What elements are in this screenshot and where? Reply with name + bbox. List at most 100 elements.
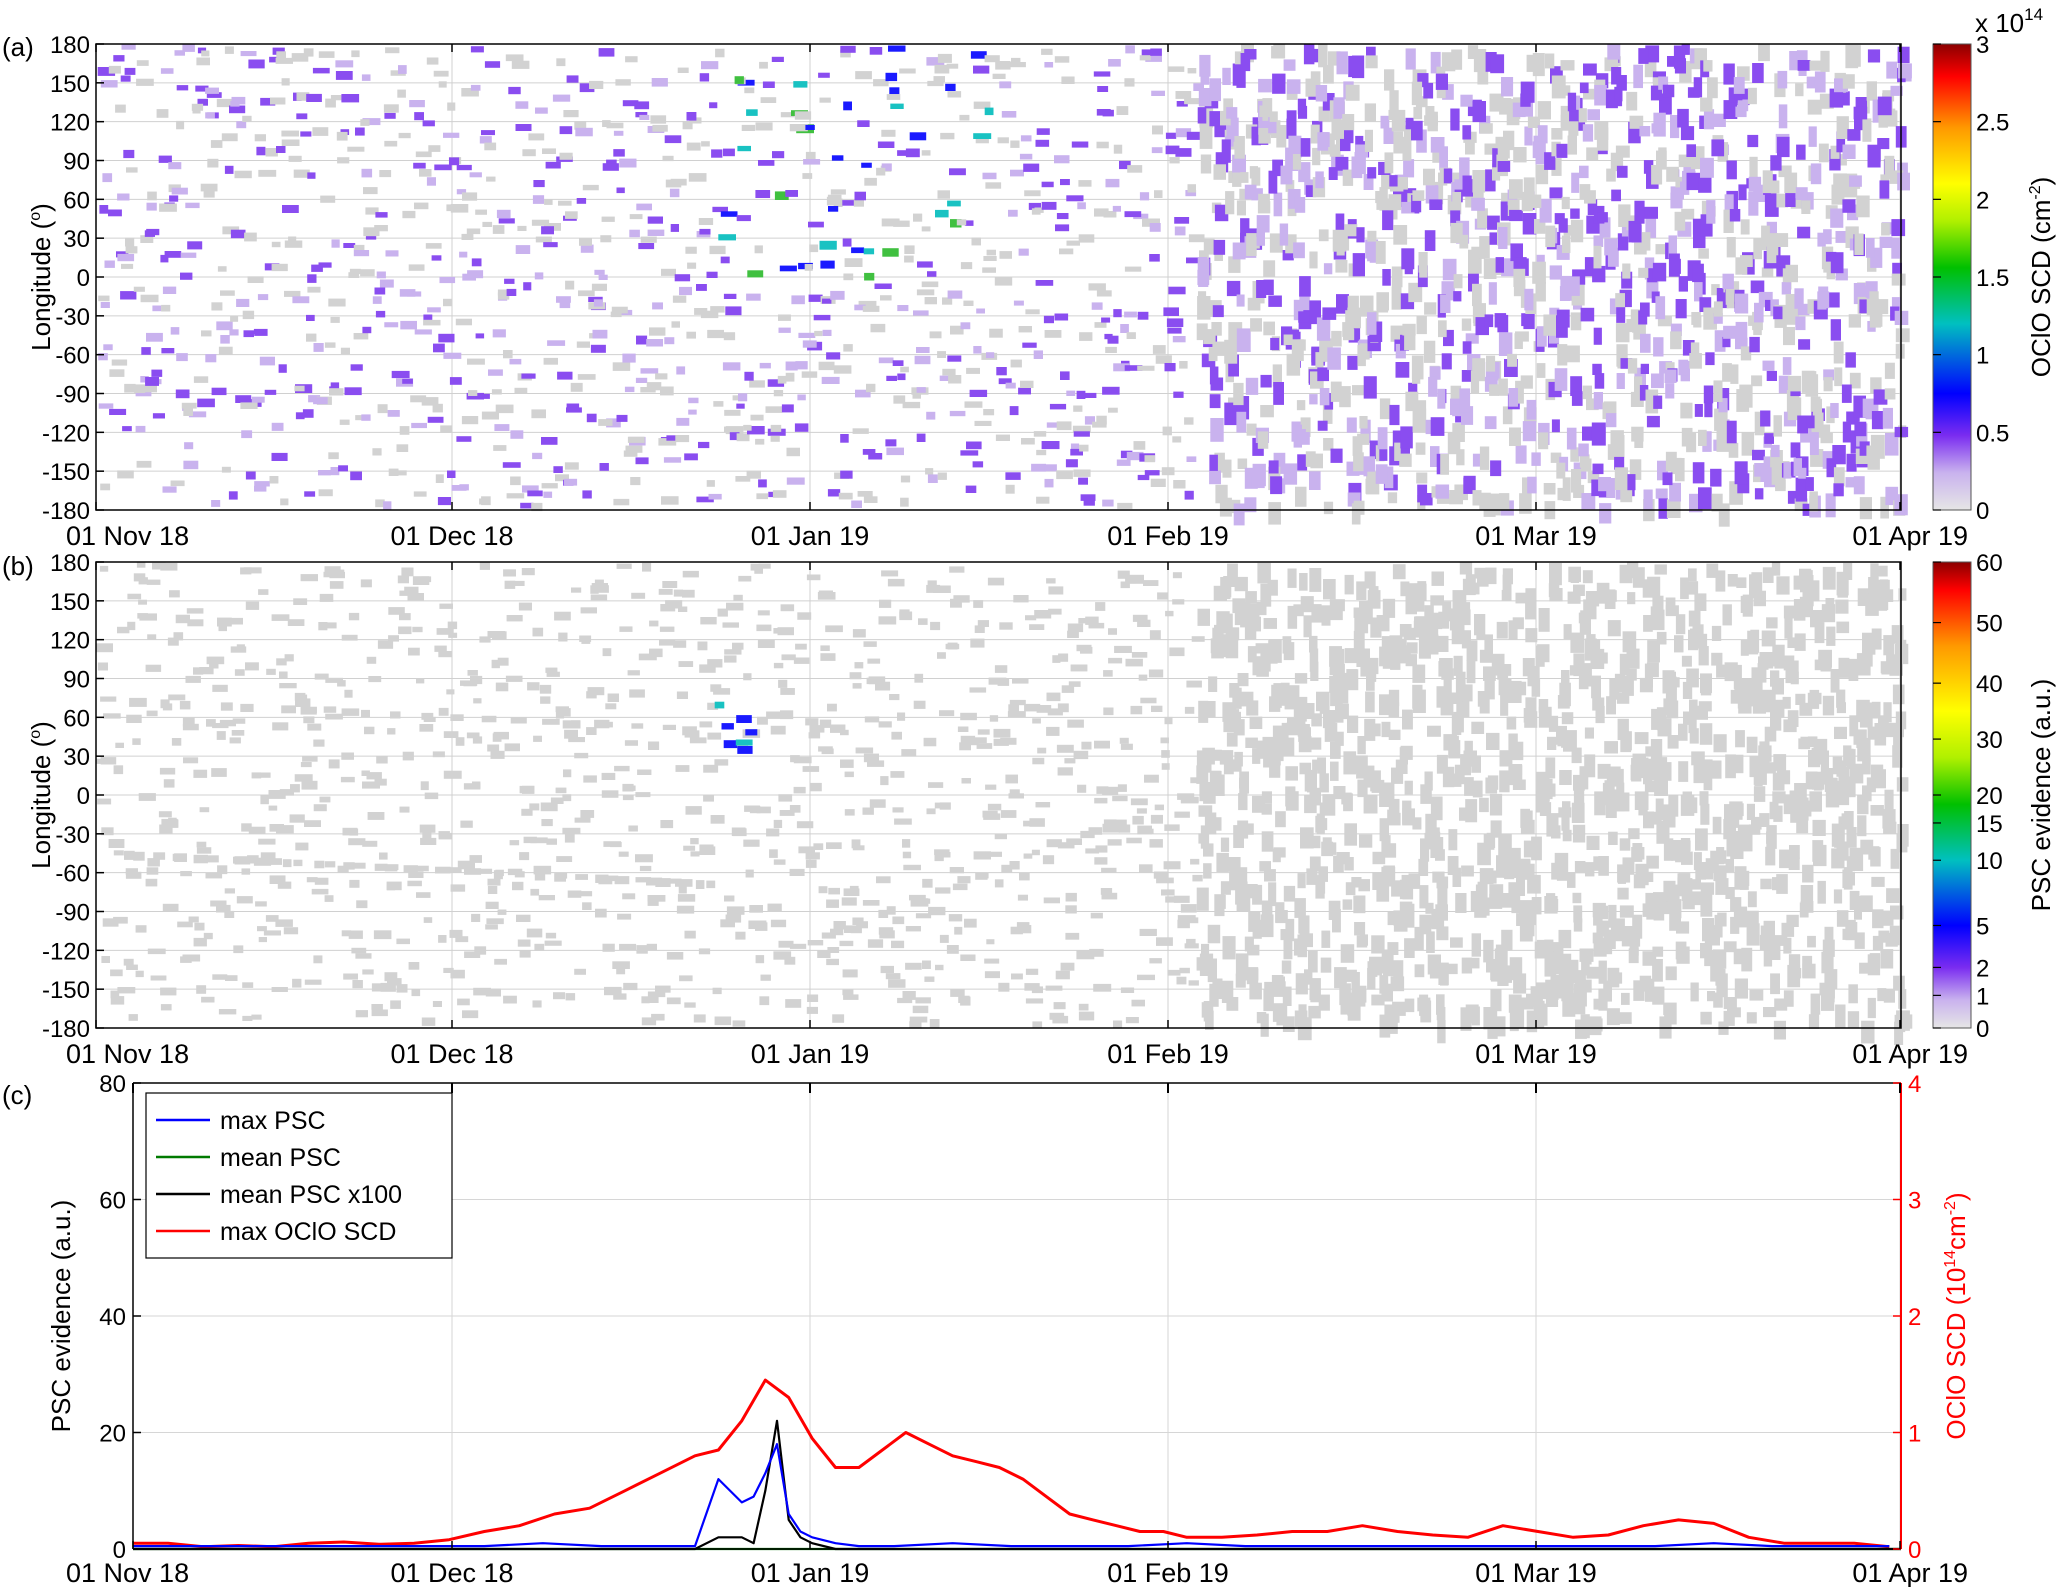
heatmap-cell <box>1035 280 1054 286</box>
heatmap-cell <box>1364 571 1376 589</box>
heatmap-cell <box>786 447 800 457</box>
heatmap-cell <box>1680 126 1695 141</box>
heatmap-cell <box>1525 628 1538 643</box>
y-tick-label: 150 <box>50 71 90 98</box>
heatmap-cell <box>827 947 840 953</box>
heatmap-cell <box>1261 791 1272 804</box>
heatmap-cell <box>1484 143 1497 155</box>
heatmap-cell <box>1495 1016 1506 1037</box>
heatmap-cell <box>1462 125 1472 140</box>
heatmap-cell <box>434 164 452 171</box>
heatmap-cell <box>1531 836 1542 861</box>
heatmap-cell <box>1285 766 1298 781</box>
heatmap-cell <box>1582 124 1594 142</box>
heatmap-cell <box>1751 667 1761 689</box>
heatmap-cell <box>616 563 632 569</box>
heatmap-cell <box>714 701 725 709</box>
heatmap-cell <box>1891 237 1902 259</box>
heatmap-cell <box>723 293 737 299</box>
heatmap-cell <box>840 759 854 768</box>
heatmap-cell <box>1196 750 1208 767</box>
heatmap-cell <box>468 390 478 396</box>
heatmap-cell <box>842 989 854 996</box>
heatmap-cell <box>1653 395 1663 409</box>
heatmap-cell <box>115 104 126 113</box>
panel-b-label: (b) <box>2 551 34 581</box>
heatmap-cell <box>625 56 638 63</box>
heatmap-cell <box>554 611 571 621</box>
heatmap-cell <box>1632 576 1644 588</box>
heatmap-cell <box>1578 979 1592 993</box>
heatmap-cell <box>1616 165 1628 178</box>
heatmap-cell <box>699 844 714 853</box>
heatmap-cell <box>1411 592 1425 612</box>
heatmap-cell <box>1001 111 1017 118</box>
heatmap-cell <box>638 243 655 250</box>
heatmap-cell <box>1367 967 1376 990</box>
heatmap-cell <box>1711 139 1725 157</box>
heatmap-cell <box>1404 257 1413 275</box>
heatmap-cell <box>217 865 228 875</box>
heatmap-cell <box>948 375 962 384</box>
heatmap-cell <box>1882 809 1896 829</box>
heatmap-cell <box>1826 458 1837 478</box>
heatmap-cell <box>973 346 982 354</box>
heatmap-cell <box>1209 78 1221 102</box>
heatmap-cell <box>1244 184 1257 200</box>
heatmap-cell <box>402 210 416 219</box>
heatmap-cell <box>881 129 896 137</box>
heatmap-cell <box>1207 958 1217 983</box>
heatmap-cell <box>564 478 578 486</box>
heatmap-cell <box>289 814 305 823</box>
heatmap-cell <box>1728 442 1739 458</box>
heatmap-cell <box>683 845 696 851</box>
heatmap-cell <box>1268 117 1277 134</box>
heatmap-cell <box>1256 280 1267 298</box>
heatmap-cell <box>1546 893 1556 905</box>
heatmap-cell <box>1783 655 1795 671</box>
heatmap-cell <box>374 778 387 786</box>
heatmap-cell <box>1694 280 1703 302</box>
heatmap-cell <box>1669 482 1681 502</box>
heatmap-cell <box>1647 268 1658 283</box>
heatmap-cell <box>1244 884 1258 899</box>
heatmap-cell <box>1853 476 1865 495</box>
heatmap-cell <box>450 969 465 979</box>
heatmap-cell <box>817 950 831 958</box>
heatmap-cell <box>1465 799 1478 823</box>
heatmap-cell <box>723 332 736 341</box>
heatmap-cell <box>785 372 795 382</box>
heatmap-cell <box>862 305 880 312</box>
heatmap-cell <box>1790 807 1801 823</box>
heatmap-cell <box>1352 55 1365 79</box>
heatmap-cell <box>1673 45 1686 69</box>
heatmap-cell <box>1138 674 1148 681</box>
heatmap-cell <box>688 409 697 415</box>
heatmap-cell <box>707 659 723 668</box>
heatmap-cell <box>1747 134 1759 148</box>
panel-c-y2-axis-label: OClO SCD (1014cm-2) <box>1941 1192 1971 1439</box>
heatmap-cell <box>949 410 966 417</box>
heatmap-cell <box>1196 765 1209 784</box>
heatmap-cell <box>747 270 764 278</box>
heatmap-cell <box>750 414 764 421</box>
heatmap-cell <box>843 273 854 281</box>
heatmap-cell <box>934 854 944 862</box>
heatmap-cell <box>1384 152 1394 174</box>
heatmap-cell <box>1794 288 1804 309</box>
heatmap-cell <box>888 45 906 52</box>
heatmap-cell <box>1658 76 1669 90</box>
heatmap-cell <box>795 643 807 650</box>
heatmap-cell <box>974 420 992 426</box>
heatmap-cell <box>512 881 524 891</box>
heatmap-cell <box>1877 299 1889 315</box>
heatmap-cell <box>493 445 507 451</box>
heatmap-cell <box>1465 333 1479 344</box>
heatmap-cell <box>598 419 613 426</box>
heatmap-cell <box>1698 429 1707 446</box>
heatmap-cell <box>351 947 367 954</box>
heatmap-cell <box>843 101 852 111</box>
heatmap-cell <box>1692 263 1704 283</box>
heatmap-cell <box>838 492 853 500</box>
heatmap-cell <box>1066 390 1076 396</box>
